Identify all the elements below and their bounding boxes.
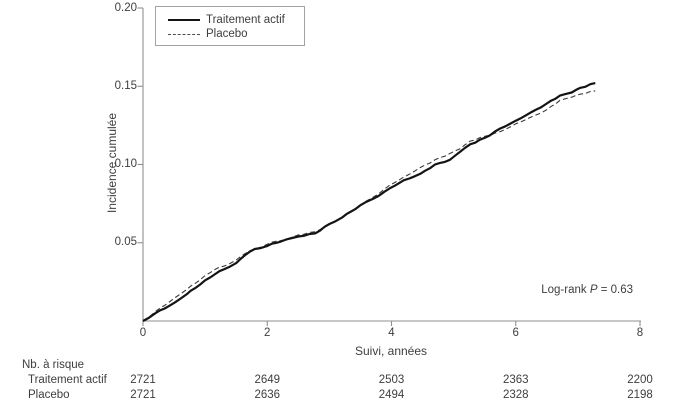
legend-label-placebo: Placebo xyxy=(206,28,248,40)
risk-count: 2649 xyxy=(254,374,281,386)
placebo-curve xyxy=(142,90,596,322)
risk-count: 2503 xyxy=(378,374,405,386)
dashed-line-swatch xyxy=(168,33,200,35)
y-tick-label: 0.20 xyxy=(114,1,137,14)
y-tick-label: 0.10 xyxy=(114,158,137,170)
solid-line-swatch xyxy=(168,19,200,21)
risk-count: 2198 xyxy=(627,389,653,401)
risk-row-label-placebo: Placebo xyxy=(28,389,70,401)
annotation-p-italic: P xyxy=(589,284,598,296)
active-treatment-curve xyxy=(142,82,596,322)
x-tick-label: 0 xyxy=(139,327,147,339)
y-tick-label: 0.15 xyxy=(114,79,137,92)
x-tick-label: 8 xyxy=(636,327,644,339)
annotation-post: = 0.63 xyxy=(597,284,633,296)
legend-label-active: Traitement actif xyxy=(206,14,285,26)
risk-count: 2328 xyxy=(502,389,529,401)
annotation-pre: Log-rank xyxy=(541,284,590,296)
x-tick-label: 6 xyxy=(512,327,519,339)
risk-count: 2200 xyxy=(627,374,653,386)
legend-entry-placebo: Placebo xyxy=(168,27,304,41)
x-axis-title: Suivi, années xyxy=(354,344,428,358)
y-tick-label: 0.05 xyxy=(114,236,137,249)
axes-lines xyxy=(142,8,641,322)
risk-count: 2494 xyxy=(378,389,405,401)
x-tick-label: 4 xyxy=(388,327,395,339)
risk-row-label-active: Traitement actif xyxy=(28,374,107,386)
legend-entry-active: Traitement actif xyxy=(168,13,304,27)
risk-table-header: Nb. à risque xyxy=(22,359,85,371)
legend: Traitement actif Placebo xyxy=(155,6,305,46)
risk-count: 2363 xyxy=(502,374,529,386)
x-tick-label: 2 xyxy=(264,327,271,339)
log-rank-annotation: Log-rank P = 0.63 xyxy=(541,284,633,296)
risk-count: 2721 xyxy=(130,389,156,401)
risk-count: 2636 xyxy=(254,389,281,401)
risk-count: 2721 xyxy=(130,374,156,386)
